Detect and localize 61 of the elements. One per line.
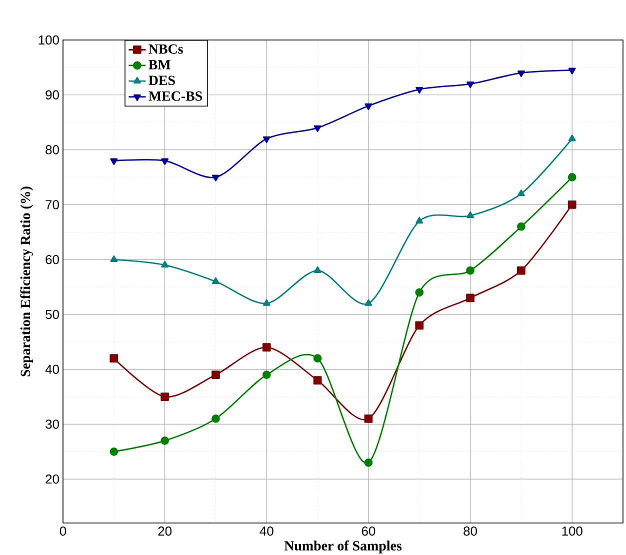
point	[110, 255, 118, 262]
point	[110, 158, 118, 165]
y-tick-label: 40	[45, 364, 59, 374]
point	[415, 321, 424, 330]
point	[466, 294, 474, 302]
point	[416, 216, 424, 224]
point	[262, 299, 270, 306]
x-tick-label: 80	[464, 526, 477, 536]
point	[262, 343, 271, 352]
y-tick-label: 90	[46, 90, 59, 100]
legend-label: BM	[148, 60, 170, 70]
point	[110, 447, 118, 456]
point	[517, 266, 526, 275]
point	[314, 125, 322, 132]
point	[160, 392, 170, 401]
y-tick-label: 20	[46, 474, 59, 484]
y-tick-label: 100	[38, 35, 59, 45]
point	[517, 222, 526, 231]
point	[160, 436, 170, 445]
x-tick-label: 60	[362, 526, 376, 536]
point	[313, 354, 322, 363]
x-axis-title: Number of Samples	[284, 540, 402, 554]
point	[262, 370, 271, 379]
point	[212, 277, 220, 284]
point	[416, 86, 424, 94]
legend-label: NBCs	[148, 44, 183, 54]
x-tick-label: 100	[562, 526, 582, 536]
point	[568, 68, 576, 74]
point	[466, 211, 474, 218]
legend-label: MEC-BS	[148, 91, 202, 101]
point	[568, 173, 576, 182]
x-tick-label: 0	[60, 526, 66, 536]
point	[517, 70, 525, 78]
point	[110, 354, 118, 363]
point	[466, 81, 474, 88]
point	[212, 174, 220, 182]
point	[313, 376, 322, 384]
x-tick-label: 40	[260, 526, 274, 536]
point	[262, 136, 270, 143]
y-tick-label: 30	[46, 420, 59, 429]
point	[568, 134, 576, 142]
point	[415, 288, 424, 297]
y-tick-label: 80	[46, 145, 59, 154]
y-tick-label: 60	[46, 254, 59, 264]
legend-label: DES	[148, 76, 175, 86]
y-axis-title: Separation Efficiency Ratio (%)	[20, 186, 34, 376]
point	[364, 414, 373, 423]
point	[364, 458, 373, 467]
point	[364, 299, 372, 306]
point	[568, 200, 576, 209]
y-tick-label: 50	[46, 310, 59, 320]
point	[466, 266, 474, 275]
point	[364, 103, 372, 110]
point	[161, 260, 169, 268]
point	[314, 266, 322, 273]
point	[212, 414, 220, 423]
point	[212, 370, 220, 379]
point	[161, 158, 169, 165]
point	[517, 189, 525, 196]
x-tick-label: 20	[158, 526, 172, 536]
y-tick-label: 70	[46, 200, 59, 210]
